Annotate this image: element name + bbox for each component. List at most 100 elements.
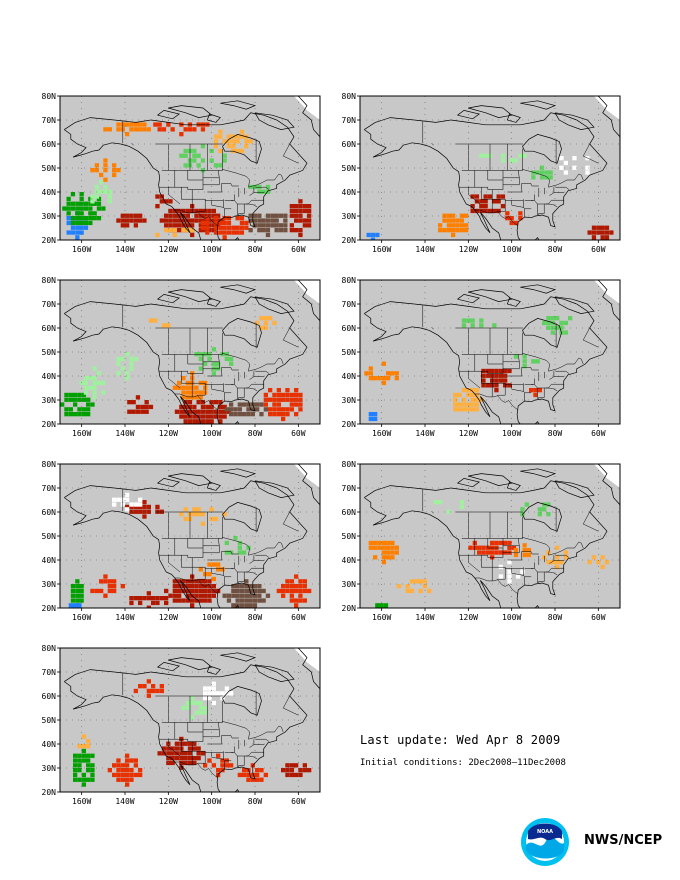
lon-tick-label: 80W (548, 613, 563, 622)
lat-tick-label: 60N (342, 508, 357, 517)
noaa-logo: NOAA (520, 817, 570, 871)
lat-tick-label: 20N (42, 604, 57, 613)
lat-tick-label: 20N (42, 236, 57, 245)
lat-tick-label: 20N (342, 420, 357, 429)
graticule (360, 280, 620, 424)
lon-tick-label: 120W (459, 245, 478, 254)
lat-tick-label: 30N (42, 764, 57, 773)
coastline-layer (64, 648, 320, 792)
anomaly-map-panel-6: 80N 70N 60N 50N 40N 30N 20N 160W 140W 120W 100W 80W… (336, 460, 636, 625)
lon-tick-label: 160W (72, 429, 91, 438)
lat-tick-label: 70N (342, 116, 357, 125)
agency-label: NWS/NCEP (584, 833, 663, 848)
lat-tick-label: 40N (42, 188, 57, 197)
lat-tick-label: 30N (342, 396, 357, 405)
lon-tick-label: 140W (115, 797, 134, 806)
lon-tick-label: 60W (291, 797, 306, 806)
coastline-layer (364, 280, 620, 424)
anomaly-map-svg: 80N 70N 60N 50N 40N 30N 20N 160W 140W 120W 100W 80W… (42, 644, 321, 806)
lon-tick-label: 80W (248, 613, 263, 622)
lon-tick-label: 140W (415, 613, 434, 622)
lon-tick-label: 100W (202, 429, 221, 438)
lon-tick-label: 140W (415, 429, 434, 438)
lat-tick-label: 30N (342, 580, 357, 589)
lat-tick-label: 50N (42, 716, 57, 725)
anomaly-map-svg: 80N 70N 60N 50N 40N 30N 20N 160W 140W 120W 100W 80W… (342, 460, 621, 622)
lat-tick-label: 60N (342, 324, 357, 333)
lat-tick-label: 40N (342, 556, 357, 565)
anomaly-map-svg: 80N 70N 60N 50N 40N 30N 20N 160W 140W 120W 100W 80W… (342, 92, 621, 254)
lat-tick-label: 50N (342, 532, 357, 541)
lon-tick-label: 80W (548, 429, 563, 438)
coastline-layer (64, 280, 320, 424)
lat-tick-label: 70N (42, 300, 57, 309)
lat-tick-label: 30N (42, 212, 57, 221)
lon-tick-label: 100W (502, 245, 521, 254)
lat-tick-label: 40N (42, 372, 57, 381)
lat-tick-label: 40N (342, 188, 357, 197)
lat-tick-label: 40N (42, 740, 57, 749)
lat-tick-label: 30N (342, 212, 357, 221)
graticule (60, 464, 320, 608)
lat-tick-label: 70N (342, 300, 357, 309)
lon-tick-label: 100W (202, 245, 221, 254)
coastline-layer (364, 464, 620, 608)
lat-tick-label: 70N (42, 484, 57, 493)
last-update-text: Last update: Wed Apr 8 2009 (360, 733, 561, 747)
graticule (60, 280, 320, 424)
boundary-layer (422, 305, 599, 410)
lat-tick-label: 60N (42, 140, 57, 149)
lat-tick-label: 50N (42, 164, 57, 173)
lat-tick-label: 80N (342, 276, 357, 285)
lon-tick-label: 100W (502, 613, 521, 622)
lon-tick-label: 140W (115, 429, 134, 438)
anomaly-map-panel-7: 80N 70N 60N 50N 40N 30N 20N 160W 140W 120W 100W 80W… (36, 644, 336, 809)
graticule (360, 464, 620, 608)
lon-tick-label: 60W (291, 613, 306, 622)
anomaly-map-panel-2: 80N 70N 60N 50N 40N 30N 20N 160W 140W 120W 100W 80W… (336, 92, 636, 257)
lat-tick-label: 20N (42, 788, 57, 797)
lon-tick-label: 160W (372, 245, 391, 254)
lat-tick-label: 70N (42, 668, 57, 677)
lon-tick-label: 80W (248, 245, 263, 254)
anomaly-map-svg: 80N 70N 60N 50N 40N 30N 20N 160W 140W 120W 100W 80W… (42, 92, 321, 254)
lon-tick-label: 160W (72, 245, 91, 254)
lat-tick-label: 40N (42, 556, 57, 565)
anomaly-map-panel-3: 80N 70N 60N 50N 40N 30N 20N 160W 140W 120W 100W 80W… (36, 276, 336, 441)
lon-tick-label: 120W (459, 613, 478, 622)
anomaly-map-svg: 80N 70N 60N 50N 40N 30N 20N 160W 140W 120W 100W 80W… (42, 460, 321, 622)
lat-tick-label: 70N (42, 116, 57, 125)
lon-tick-label: 160W (372, 613, 391, 622)
graticule (60, 96, 320, 240)
lon-tick-label: 120W (459, 429, 478, 438)
initial-conditions-text: Initial conditions: 2Dec2008–11Dec2008 (360, 758, 566, 768)
lon-tick-label: 120W (159, 797, 178, 806)
lon-tick-label: 60W (291, 429, 306, 438)
lat-tick-label: 20N (42, 420, 57, 429)
coastline-layer (64, 464, 320, 608)
lat-tick-label: 80N (42, 644, 57, 653)
lon-tick-label: 60W (291, 245, 306, 254)
lon-tick-label: 160W (72, 797, 91, 806)
coastline-layer (364, 96, 620, 240)
lat-tick-label: 50N (42, 532, 57, 541)
lon-tick-label: 140W (115, 613, 134, 622)
lat-tick-label: 50N (342, 348, 357, 357)
lat-tick-label: 60N (42, 692, 57, 701)
anomaly-map-svg: 80N 70N 60N 50N 40N 30N 20N 160W 140W 120W 100W 80W… (42, 276, 321, 438)
lon-tick-label: 140W (415, 245, 434, 254)
lat-tick-label: 80N (42, 92, 57, 101)
lat-tick-label: 80N (42, 460, 57, 469)
lon-tick-label: 140W (115, 245, 134, 254)
lon-tick-label: 60W (591, 245, 606, 254)
lon-tick-label: 80W (248, 429, 263, 438)
lat-tick-label: 80N (342, 460, 357, 469)
boundary-layer (122, 305, 299, 410)
lat-tick-label: 60N (42, 324, 57, 333)
lon-tick-label: 80W (548, 245, 563, 254)
graticule (60, 648, 320, 792)
lat-tick-label: 80N (342, 92, 357, 101)
lat-tick-label: 60N (42, 508, 57, 517)
lat-tick-label: 40N (342, 372, 357, 381)
lat-tick-label: 20N (342, 236, 357, 245)
